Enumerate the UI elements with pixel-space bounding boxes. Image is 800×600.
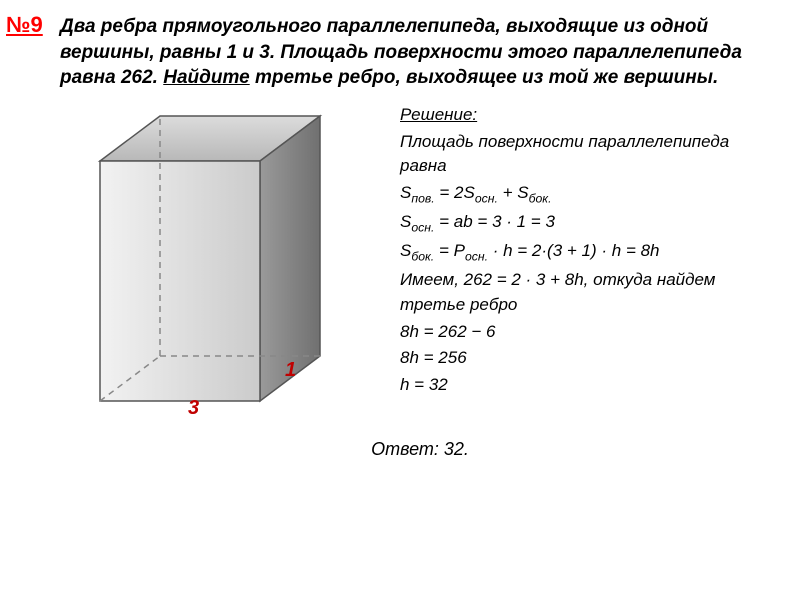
solution-line: Sпов. = 2Sосн. + Sбок. (400, 181, 780, 208)
edge-label-1: 1 (285, 359, 296, 382)
solution-block: Решение: Площадь поверхности параллелепи… (390, 101, 780, 421)
parallelepiped-svg (60, 101, 390, 421)
solution-line: h = 32 (400, 373, 780, 398)
edge-label-3: 3 (188, 397, 199, 420)
solution-title: Решение: (400, 103, 780, 128)
solution-line: Sбок. = Pосн. · h = 2·(3 + 1) · h = 8h (400, 239, 780, 266)
solution-line: Sосн. = ab = 3 · 1 = 3 (400, 210, 780, 237)
solution-line: Имеем, 262 = 2 · 3 + 8h, откуда найдем т… (400, 268, 780, 317)
solution-line: Площадь поверхности параллелепипеда равн… (400, 130, 780, 179)
solution-line: 8h = 256 (400, 346, 780, 371)
solution-line: 8h = 262 − 6 (400, 320, 780, 345)
answer: Ответ: 32. (60, 439, 780, 460)
figure-parallelepiped: 1 3 (60, 101, 390, 421)
problem-number: №9 (6, 12, 43, 38)
problem-statement: Два ребра прямоугольного параллелепипеда… (60, 14, 780, 91)
